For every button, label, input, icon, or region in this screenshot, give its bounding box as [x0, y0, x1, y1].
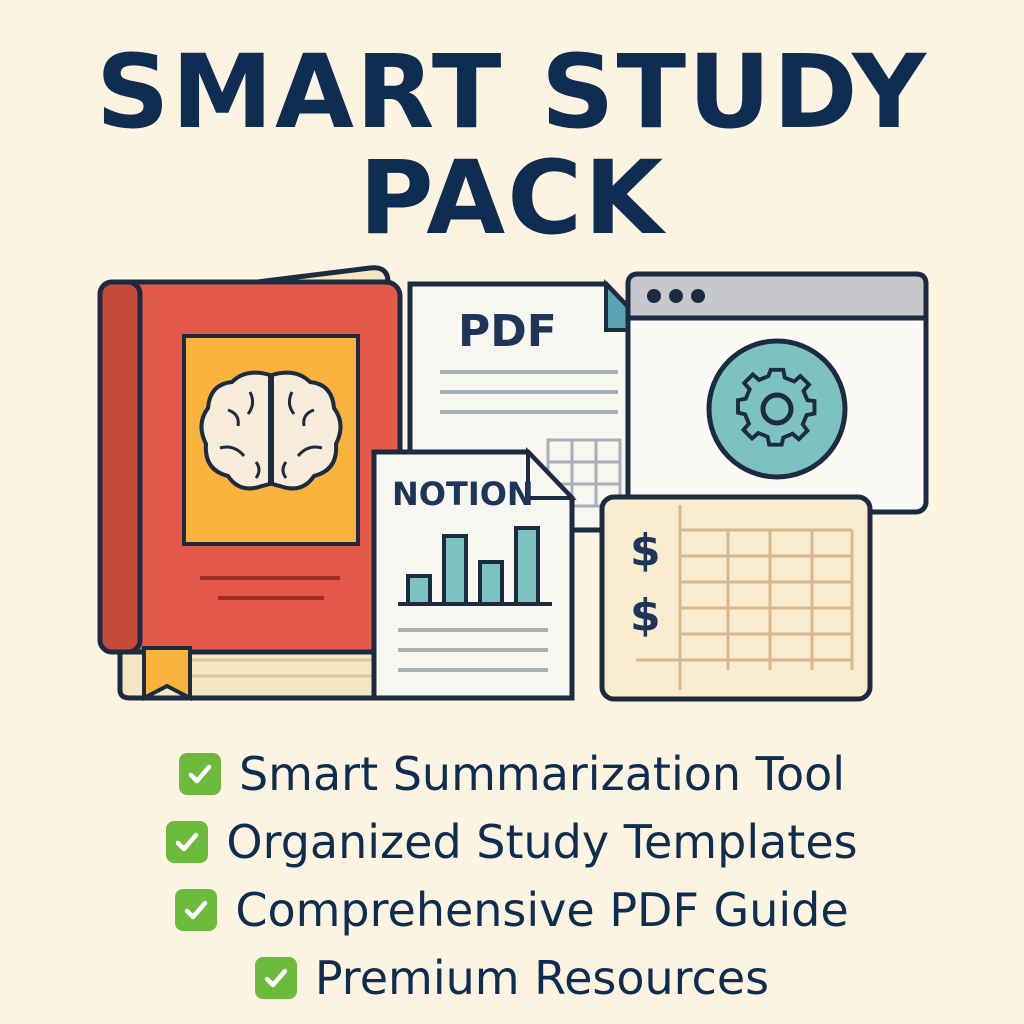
feature-label: Comprehensive PDF Guide	[235, 883, 849, 937]
gear-browser-icon	[625, 271, 929, 515]
feature-item-premium: Premium Resources	[0, 944, 1024, 1012]
feature-list: Smart Summarization Tool Organized Study…	[0, 740, 1024, 1012]
currency-symbol-1: $	[630, 525, 661, 576]
check-icon	[166, 821, 209, 863]
pdf-label: PDF	[458, 306, 557, 357]
feature-label: Smart Summarization Tool	[238, 747, 846, 801]
bar-chart	[406, 526, 540, 606]
spreadsheet-icon: $ $	[599, 494, 873, 702]
check-icon	[175, 889, 218, 931]
feature-item-summarization: Smart Summarization Tool	[0, 740, 1024, 808]
feature-item-pdf-guide: Comprehensive PDF Guide	[0, 876, 1024, 944]
feature-item-templates: Organized Study Templates	[0, 808, 1024, 876]
title-line-2: PACK	[358, 139, 666, 258]
check-icon	[178, 753, 221, 795]
bar-chart-document-icon: NOTION	[371, 447, 577, 701]
check-icon	[254, 957, 297, 999]
currency-symbol-2: $	[630, 590, 661, 641]
feature-label: Premium Resources	[314, 951, 770, 1005]
brain-icon	[199, 370, 343, 491]
brain-book-icon	[97, 265, 403, 702]
gear-icon	[736, 367, 817, 447]
notion-label: NOTION	[392, 475, 534, 513]
title-line-1: SMART STUDY	[96, 33, 928, 152]
feature-label: Organized Study Templates	[226, 815, 858, 869]
